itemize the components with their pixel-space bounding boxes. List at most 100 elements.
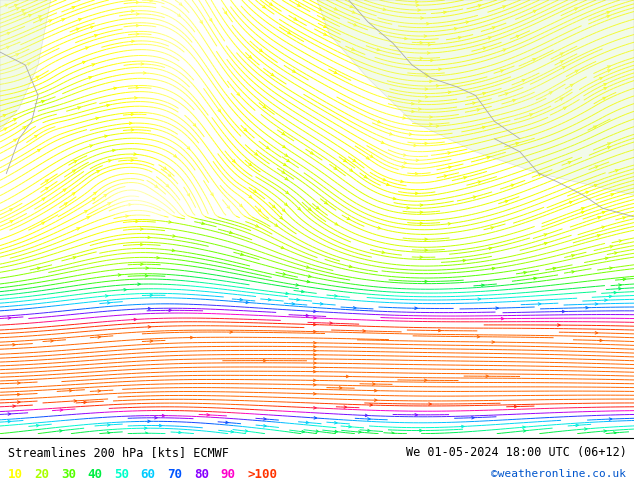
FancyArrowPatch shape (118, 274, 121, 276)
FancyArrowPatch shape (571, 254, 574, 257)
FancyArrowPatch shape (420, 211, 423, 214)
FancyArrowPatch shape (436, 125, 439, 127)
FancyArrowPatch shape (607, 147, 610, 149)
FancyArrowPatch shape (516, 35, 519, 38)
FancyArrowPatch shape (254, 190, 256, 193)
FancyArrowPatch shape (244, 128, 247, 131)
FancyArrowPatch shape (157, 256, 159, 259)
FancyArrowPatch shape (249, 163, 252, 166)
FancyArrowPatch shape (619, 284, 621, 286)
FancyArrowPatch shape (323, 25, 327, 27)
FancyArrowPatch shape (64, 203, 67, 205)
FancyArrowPatch shape (134, 318, 136, 321)
FancyArrowPatch shape (134, 97, 137, 99)
FancyArrowPatch shape (487, 156, 489, 159)
FancyArrowPatch shape (136, 86, 139, 89)
FancyArrowPatch shape (323, 33, 327, 35)
FancyArrowPatch shape (375, 399, 377, 401)
FancyArrowPatch shape (562, 67, 565, 69)
FancyArrowPatch shape (179, 3, 182, 5)
FancyArrowPatch shape (478, 4, 481, 7)
FancyArrowPatch shape (148, 326, 151, 328)
FancyArrowPatch shape (150, 340, 153, 343)
FancyArrowPatch shape (574, 8, 577, 10)
FancyArrowPatch shape (411, 102, 414, 105)
FancyArrowPatch shape (511, 184, 514, 187)
FancyArrowPatch shape (82, 61, 85, 64)
FancyArrowPatch shape (375, 390, 377, 392)
FancyArrowPatch shape (609, 295, 612, 298)
FancyArrowPatch shape (138, 283, 140, 286)
FancyArrowPatch shape (8, 420, 11, 423)
FancyArrowPatch shape (36, 424, 39, 427)
FancyArrowPatch shape (403, 117, 405, 119)
FancyArrowPatch shape (136, 220, 138, 222)
FancyArrowPatch shape (39, 19, 42, 21)
FancyArrowPatch shape (271, 74, 274, 76)
FancyArrowPatch shape (607, 70, 610, 72)
FancyArrowPatch shape (172, 249, 175, 251)
FancyArrowPatch shape (346, 375, 349, 378)
FancyArrowPatch shape (37, 267, 40, 270)
FancyArrowPatch shape (568, 162, 571, 164)
FancyArrowPatch shape (105, 135, 107, 138)
FancyArrowPatch shape (609, 267, 612, 270)
FancyArrowPatch shape (286, 191, 288, 194)
FancyArrowPatch shape (280, 217, 283, 219)
FancyArrowPatch shape (313, 392, 316, 395)
FancyArrowPatch shape (136, 33, 139, 35)
FancyArrowPatch shape (414, 144, 417, 147)
FancyArrowPatch shape (162, 415, 165, 417)
FancyArrowPatch shape (282, 132, 285, 135)
FancyArrowPatch shape (91, 26, 93, 28)
FancyArrowPatch shape (13, 119, 16, 121)
FancyArrowPatch shape (607, 143, 611, 145)
FancyArrowPatch shape (141, 263, 143, 266)
FancyArrowPatch shape (560, 61, 563, 63)
FancyArrowPatch shape (282, 209, 285, 212)
FancyArrowPatch shape (598, 217, 600, 219)
FancyArrowPatch shape (335, 421, 337, 424)
Text: 20: 20 (34, 468, 49, 481)
FancyArrowPatch shape (285, 203, 287, 206)
FancyArrowPatch shape (240, 204, 242, 207)
FancyArrowPatch shape (420, 256, 422, 259)
FancyArrowPatch shape (298, 207, 301, 210)
FancyArrowPatch shape (560, 98, 563, 100)
FancyArrowPatch shape (491, 227, 493, 229)
FancyArrowPatch shape (472, 416, 474, 419)
FancyArrowPatch shape (10, 220, 13, 223)
FancyArrowPatch shape (307, 280, 309, 283)
Text: >100: >100 (247, 468, 277, 481)
FancyArrowPatch shape (16, 54, 18, 56)
FancyArrowPatch shape (411, 110, 414, 113)
FancyArrowPatch shape (283, 163, 286, 166)
FancyArrowPatch shape (5, 4, 8, 6)
FancyArrowPatch shape (472, 102, 476, 104)
FancyArrowPatch shape (263, 359, 266, 362)
FancyArrowPatch shape (404, 37, 407, 40)
FancyArrowPatch shape (34, 135, 37, 138)
FancyArrowPatch shape (425, 280, 427, 283)
FancyArrowPatch shape (492, 341, 495, 343)
FancyArrowPatch shape (145, 427, 147, 429)
FancyArrowPatch shape (418, 9, 420, 11)
Text: 90: 90 (221, 468, 236, 481)
FancyArrowPatch shape (49, 20, 51, 22)
FancyArrowPatch shape (301, 290, 304, 293)
FancyArrowPatch shape (288, 31, 290, 34)
FancyArrowPatch shape (169, 309, 171, 312)
FancyArrowPatch shape (131, 113, 134, 116)
FancyArrowPatch shape (370, 404, 372, 406)
FancyArrowPatch shape (505, 93, 508, 95)
FancyArrowPatch shape (623, 217, 625, 219)
FancyArrowPatch shape (18, 393, 20, 396)
FancyArrowPatch shape (524, 271, 526, 274)
FancyArrowPatch shape (503, 6, 505, 8)
FancyArrowPatch shape (231, 430, 233, 433)
FancyArrowPatch shape (623, 278, 626, 281)
FancyArrowPatch shape (313, 370, 316, 373)
FancyArrowPatch shape (172, 235, 175, 237)
FancyArrowPatch shape (240, 298, 242, 301)
FancyArrowPatch shape (533, 59, 535, 61)
